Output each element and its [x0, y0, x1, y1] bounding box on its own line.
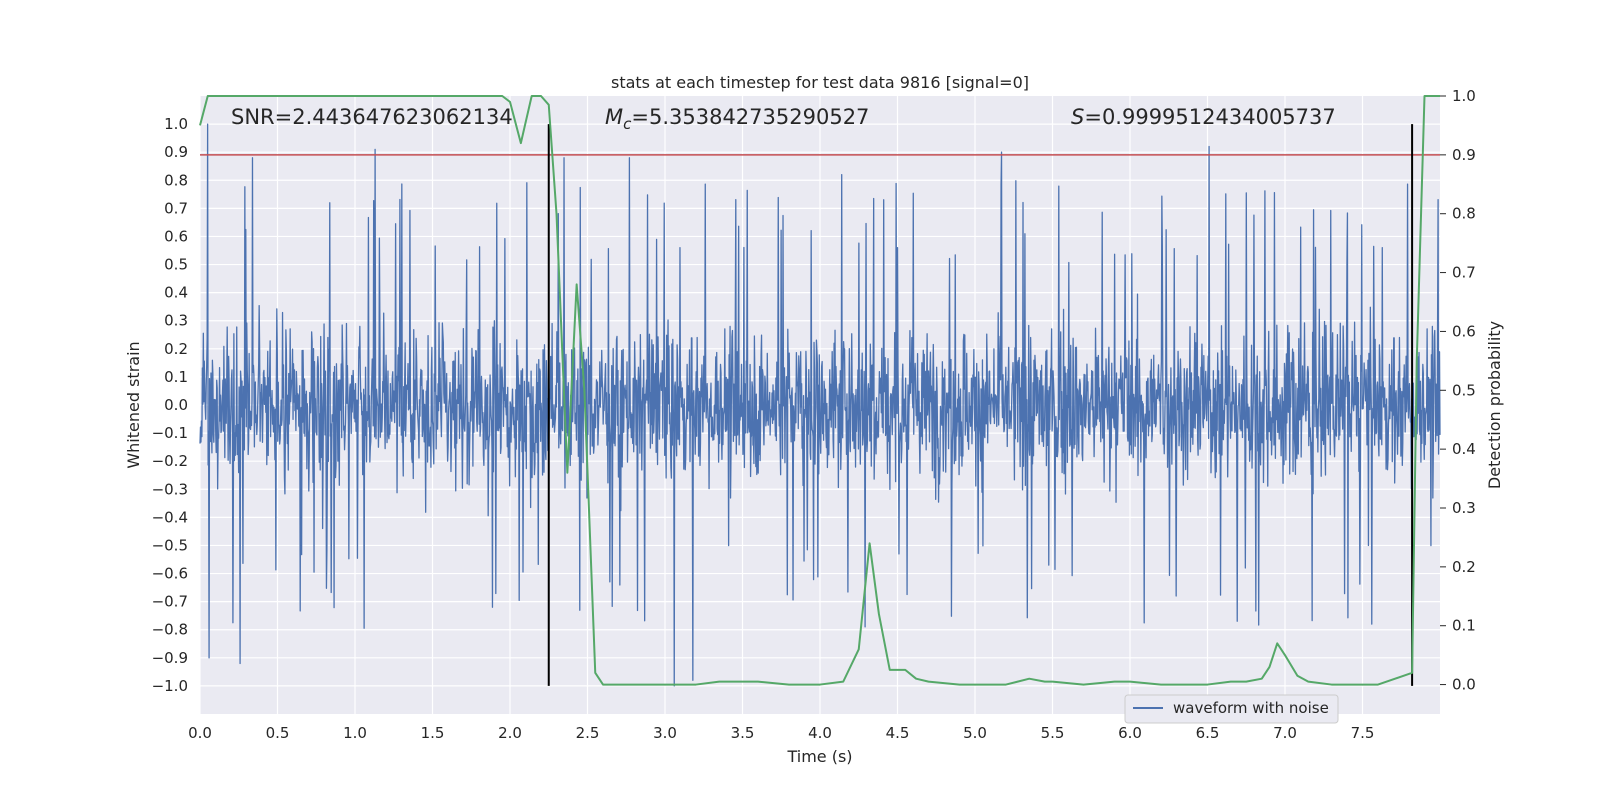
x-tick-label: 4.0	[808, 724, 832, 742]
x-tick-label: 5.0	[963, 724, 987, 742]
y-left-tick-label: −0.5	[152, 536, 188, 554]
y-right-tick-label: 0.2	[1452, 558, 1476, 576]
y-right-tick-label: 0.6	[1452, 322, 1476, 340]
legend: waveform with noise	[1124, 694, 1339, 724]
y-right-tick-label: 0.7	[1452, 264, 1476, 282]
x-tick-label: 0.5	[266, 724, 290, 742]
y-right-tick-label: 0.5	[1452, 381, 1476, 399]
y-left-tick-label: 1.0	[164, 115, 188, 133]
y-right-tick-label: 0.0	[1452, 676, 1476, 694]
y-left-tick-label: −0.1	[152, 424, 188, 442]
x-tick-label: 1.5	[421, 724, 445, 742]
y-left-tick-label: 0.9	[164, 143, 188, 161]
y-right-tick-label: 0.4	[1452, 440, 1476, 458]
x-axis-ticks: 0.0 0.5 1.0 1.5 2.0 2.5 3.0 3.5 4.0 4.5 5.0 5.5 6.0 6…	[188, 724, 1374, 742]
y-left-tick-label: 0.5	[164, 256, 188, 274]
x-tick-label: 3.5	[731, 724, 755, 742]
x-tick-label: 6.0	[1118, 724, 1142, 742]
y-left-tick-label: −0.2	[152, 452, 188, 470]
x-tick-label: 7.5	[1351, 724, 1375, 742]
y-left-tick-label: −0.9	[152, 649, 188, 667]
y-left-tick-label: 0.6	[164, 227, 188, 245]
x-tick-label: 6.5	[1196, 724, 1220, 742]
legend-label: waveform with noise	[1173, 699, 1329, 717]
probability-series	[199, 95, 1440, 686]
x-tick-label: 4.5	[886, 724, 910, 742]
y-left-tick-label: 0.1	[164, 368, 188, 386]
x-tick-label: 0.0	[188, 724, 212, 742]
chirp-mass-symbol: M	[605, 105, 623, 129]
y-left-tick-label: −0.7	[152, 593, 188, 611]
chart-title: stats at each timestep for test data 981…	[611, 73, 1029, 92]
y-left-tick-label: −0.8	[152, 621, 188, 639]
snr-annotation: SNR=2.443647623062134	[231, 105, 513, 129]
y-right-tick-label: 0.9	[1452, 146, 1476, 164]
significance-annotation: S=0.9999512434005737	[1071, 105, 1336, 129]
y-left-tick-label: 0.2	[164, 340, 188, 358]
x-tick-label: 7.0	[1273, 724, 1297, 742]
y-left-tick-label: 0.7	[164, 199, 188, 217]
y-left-tick-label: −1.0	[152, 677, 188, 695]
vertical-markers	[547, 124, 1414, 686]
y-left-axis-label: Whitened strain	[124, 341, 143, 468]
y-right-axis-ticks: 1.0 0.9 0.8 0.7 0.6 0.5 0.4 0.3 0.2 0.1 0.0	[1440, 87, 1476, 694]
waveform-series	[199, 123, 1441, 687]
y-left-tick-label: 0.4	[164, 284, 188, 302]
chirp-mass-annotation: Mc=5.353842735290527	[605, 105, 869, 133]
chirp-mass-value: =5.353842735290527	[631, 105, 869, 129]
y-right-axis-label: Detection probability	[1485, 321, 1504, 489]
y-right-tick-label: 0.3	[1452, 499, 1476, 517]
x-tick-label: 1.0	[343, 724, 367, 742]
y-left-axis-ticks: 1.0 0.9 0.8 0.7 0.6 0.5 0.4 0.3 0.2 0.1 0.0 −0.1 −0.…	[152, 115, 188, 695]
x-tick-label: 2.5	[576, 724, 600, 742]
y-right-tick-label: 0.8	[1452, 205, 1476, 223]
legend-box	[1124, 694, 1339, 724]
x-axis-label: Time (s)	[786, 747, 852, 766]
y-left-tick-label: 0.3	[164, 312, 188, 330]
x-tick-label: 2.0	[498, 724, 522, 742]
chirp-mass-subscript: c	[623, 115, 632, 133]
y-left-tick-label: −0.6	[152, 565, 188, 583]
x-tick-label: 3.0	[653, 724, 677, 742]
x-tick-label: 5.5	[1041, 724, 1065, 742]
y-left-tick-label: −0.3	[152, 480, 188, 498]
probability-line	[199, 95, 1440, 686]
y-right-tick-label: 0.1	[1452, 617, 1476, 635]
y-left-tick-label: −0.4	[152, 508, 188, 526]
waveform-line	[199, 123, 1441, 687]
significance-value: =0.9999512434005737	[1084, 105, 1335, 129]
y-left-tick-label: 0.0	[164, 396, 188, 414]
significance-symbol: S	[1071, 105, 1084, 129]
y-right-tick-label: 1.0	[1452, 87, 1476, 105]
y-left-tick-label: 0.8	[164, 171, 188, 189]
